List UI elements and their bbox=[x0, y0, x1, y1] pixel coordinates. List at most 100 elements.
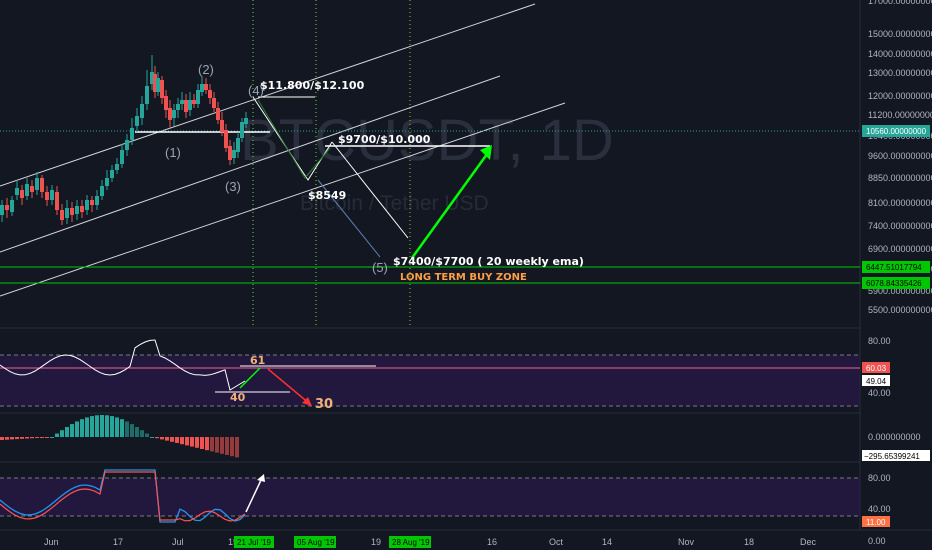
annotation-target-1[interactable]: $11.800/$12.100 bbox=[260, 79, 365, 92]
macd-bar bbox=[95, 415, 99, 437]
rsi-axis-80: 80.00 bbox=[868, 336, 891, 346]
channel-lower[interactable] bbox=[0, 102, 566, 297]
wave-label-5[interactable]: (5) bbox=[372, 260, 388, 275]
annotation-target-2[interactable]: $9700/$10.000 bbox=[338, 133, 431, 146]
rsi-arrow-red bbox=[267, 368, 311, 405]
candles-group bbox=[0, 55, 248, 225]
candle-body bbox=[180, 100, 184, 104]
macd-bar bbox=[5, 437, 9, 440]
channel-upper[interactable] bbox=[0, 3, 536, 187]
macd-bar bbox=[75, 421, 79, 437]
green-level-badge-1 bbox=[862, 261, 930, 273]
macd-bar bbox=[140, 430, 144, 437]
macd-bar bbox=[35, 437, 39, 438]
candle-body bbox=[135, 116, 139, 126]
macd-bar bbox=[40, 437, 44, 438]
candle-body bbox=[60, 210, 64, 220]
date-badge-05aug bbox=[294, 536, 336, 548]
candle-body bbox=[35, 178, 39, 190]
rsi-value-red-badge bbox=[862, 362, 890, 373]
macd-value-badge bbox=[862, 450, 930, 461]
candle-body bbox=[188, 100, 192, 110]
macd-bar bbox=[135, 427, 139, 437]
rsi-label-61[interactable]: 61 bbox=[250, 354, 265, 367]
price-axis-tick: 5900.000000000 bbox=[868, 286, 932, 296]
macd-bar bbox=[80, 419, 84, 437]
candle-body bbox=[105, 178, 109, 186]
candle-body bbox=[55, 192, 59, 210]
candle-body bbox=[75, 206, 79, 214]
macd-bar bbox=[125, 421, 129, 437]
current-price-label: 10560.00000000 bbox=[866, 127, 927, 136]
macd-bar bbox=[225, 437, 229, 455]
channel-middle[interactable] bbox=[0, 75, 501, 253]
wave-label-2[interactable]: (2) bbox=[198, 62, 214, 77]
rsi-arrow-green bbox=[239, 367, 261, 389]
macd-bar bbox=[185, 437, 189, 446]
time-axis-label: 17 bbox=[113, 537, 123, 547]
candle-body bbox=[150, 72, 154, 84]
macd-bar bbox=[130, 424, 134, 437]
candle-body bbox=[232, 150, 236, 158]
macd-bar bbox=[65, 427, 69, 437]
candle-body bbox=[30, 186, 34, 192]
date-badge-28aug-label: 28 Aug '19 bbox=[392, 538, 430, 547]
annotation-ema[interactable]: $7400/$7700 ( 20 weekly ema) bbox=[393, 255, 584, 268]
annotation-8549[interactable]: $8549 bbox=[308, 189, 346, 202]
stoch-value: 11.00 bbox=[866, 518, 886, 527]
rsi-value-red: 60.03 bbox=[866, 364, 887, 373]
candle-body bbox=[20, 190, 24, 198]
candle-body bbox=[192, 100, 196, 104]
watermark-pair: Bitcoin / Tether USD bbox=[300, 192, 489, 215]
macd-bar bbox=[70, 424, 74, 437]
price-axis-tick: 8850.000000000 bbox=[868, 173, 932, 183]
annotation-buy-zone[interactable]: LONG TERM BUY ZONE bbox=[400, 272, 527, 283]
candle-body bbox=[164, 96, 168, 110]
macd-bar bbox=[120, 419, 124, 437]
stoch-arrow bbox=[245, 477, 263, 513]
watermark-symbol: BTCUSDT, 1D bbox=[240, 108, 614, 173]
candle-body bbox=[240, 122, 244, 138]
wave-label-1[interactable]: (1) bbox=[165, 145, 181, 160]
price-axis-tick: 11200.00000000 bbox=[868, 110, 932, 120]
candle-body bbox=[90, 200, 94, 205]
rsi-value-white: 49.04 bbox=[866, 377, 887, 386]
price-axis-tick: 6900.000000000 bbox=[868, 244, 932, 254]
macd-bar bbox=[175, 437, 179, 443]
rsi-label-40[interactable]: 40 bbox=[230, 391, 246, 404]
rsi-arrow-red-head-icon bbox=[302, 397, 312, 406]
macd-bar bbox=[30, 437, 34, 439]
candle-body bbox=[172, 110, 176, 118]
price-axis-tick: 7400.000000000 bbox=[868, 221, 932, 231]
candle-body bbox=[40, 178, 44, 192]
candle-body bbox=[95, 196, 99, 205]
time-axis-label: Dec bbox=[800, 537, 817, 547]
green-level-label-1: 6447.51017794 bbox=[866, 263, 922, 272]
macd-bar bbox=[115, 417, 119, 437]
candle-body bbox=[160, 80, 164, 98]
candle-body bbox=[244, 118, 248, 124]
wave-label-3[interactable]: (3) bbox=[225, 179, 241, 194]
candle-body bbox=[196, 90, 200, 104]
price-axis-tick: 15000.00000000 bbox=[868, 29, 932, 39]
macd-bar bbox=[155, 437, 159, 439]
time-axis-label: 18 bbox=[744, 537, 754, 547]
rsi-label-30[interactable]: 30 bbox=[315, 397, 333, 412]
time-axis-label: Jun bbox=[44, 537, 59, 547]
time-axis-label: 16 bbox=[487, 537, 497, 547]
arrow-head-up-icon bbox=[480, 145, 492, 160]
candle-body bbox=[115, 164, 119, 170]
macd-bar bbox=[205, 437, 209, 451]
candle-body bbox=[168, 108, 172, 120]
price-axis-tick: 12000.00000000 bbox=[868, 91, 932, 101]
candle-body bbox=[65, 208, 69, 218]
candle-body bbox=[204, 84, 208, 90]
date-badge-21jul bbox=[234, 536, 274, 548]
stoch-band bbox=[0, 478, 860, 516]
macd-bar bbox=[230, 437, 234, 457]
candle-body bbox=[184, 100, 188, 112]
candle-body bbox=[80, 206, 84, 212]
wave-label-4[interactable]: (4) bbox=[248, 83, 264, 98]
macd-bar bbox=[85, 417, 89, 437]
